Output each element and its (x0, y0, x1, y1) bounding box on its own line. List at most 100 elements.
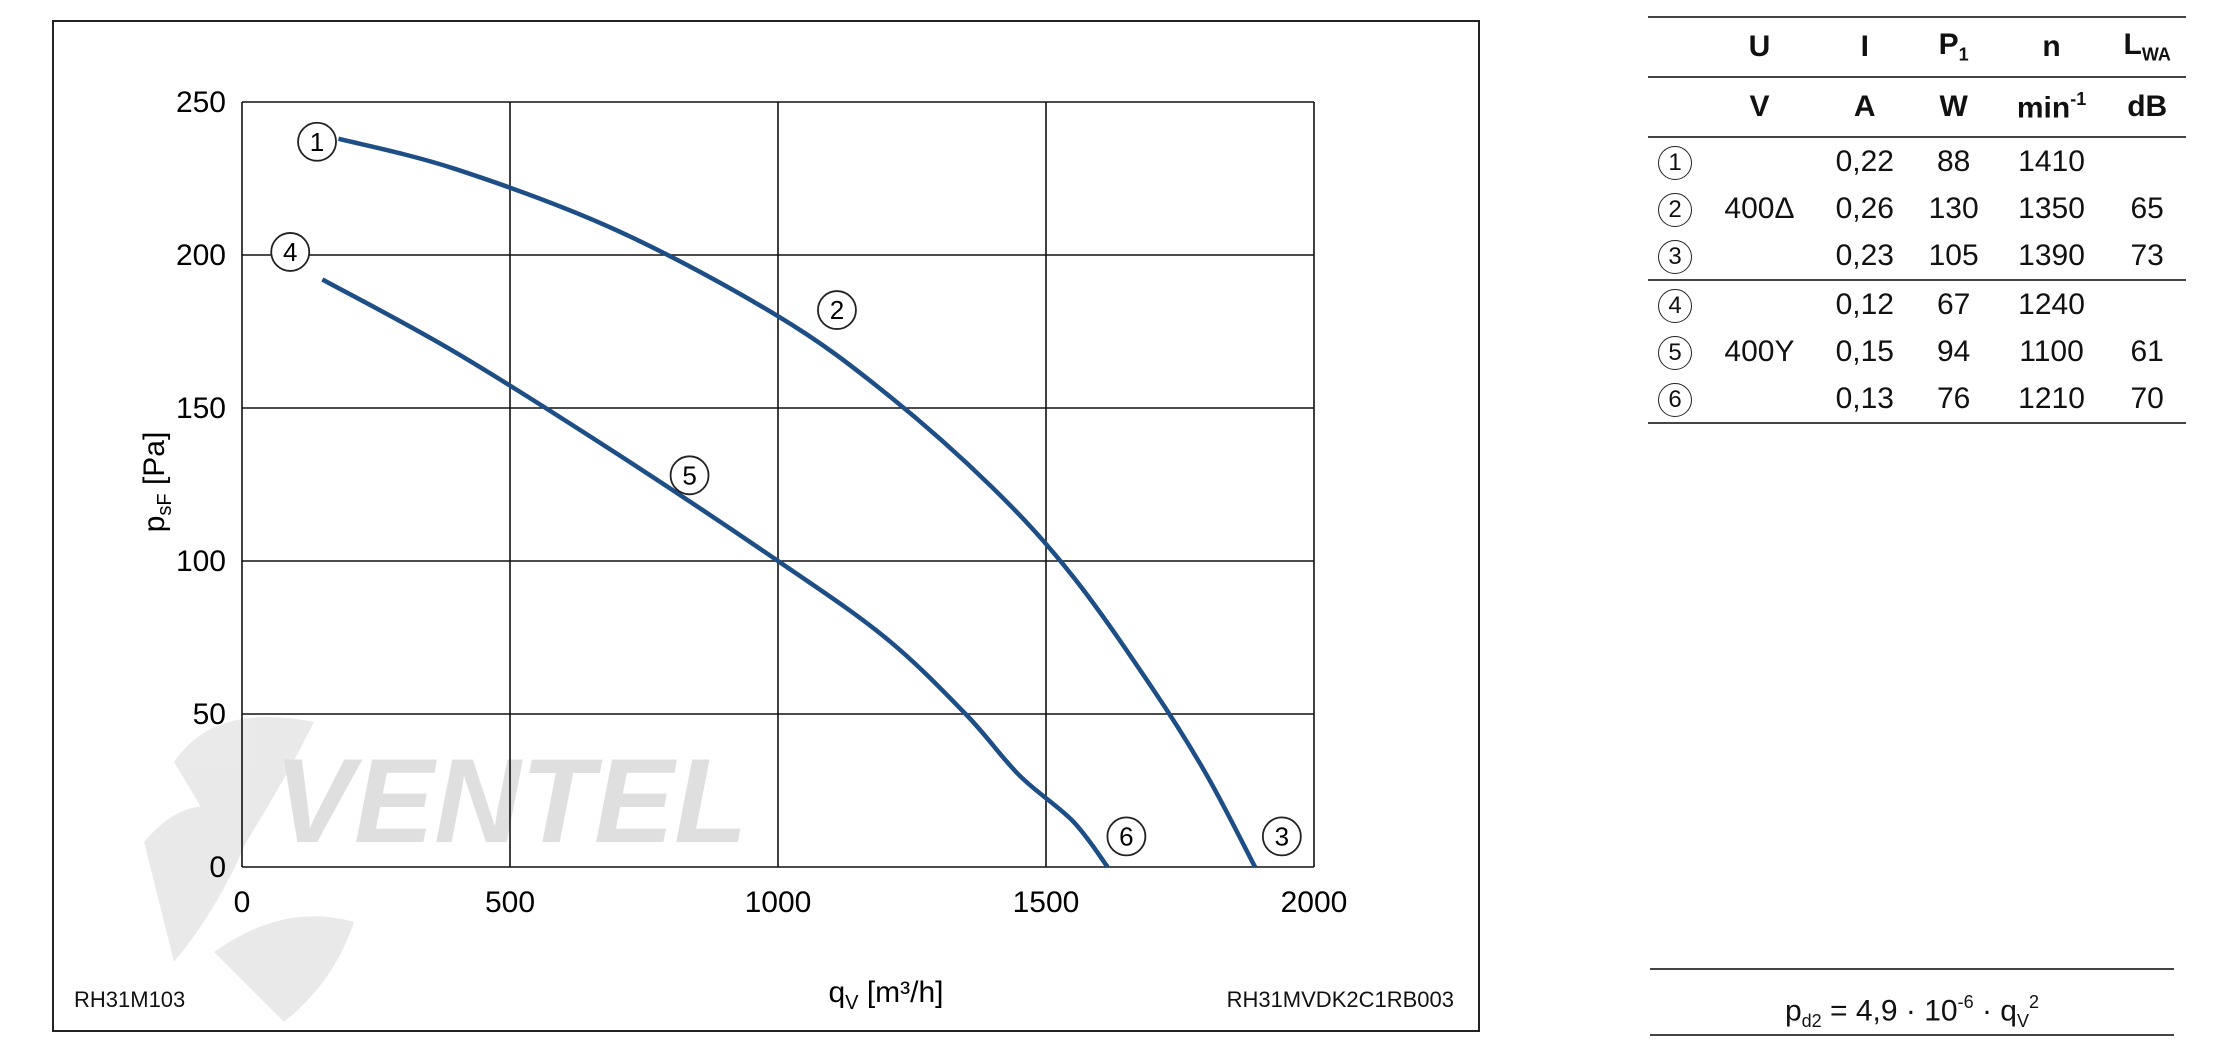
curve-marker-circle (817, 290, 857, 330)
fan-blade-shape (174, 717, 314, 862)
pressure-flow-chart: VENTEL 0 500 1000 1500 2000 0 50 100 150 200 250 1… (138, 86, 1347, 1022)
table-cell-u: 400Δ (1724, 191, 1795, 225)
series-line (321, 277, 1110, 869)
table-cell-p: 67 (1936, 287, 1971, 321)
table-header-symbol: n (1994, 16, 2109, 78)
table-header-symbol: P1 (1912, 16, 1995, 78)
chart-code-left: RH31M103 (74, 987, 186, 1012)
row-marker-cell: 3 (1648, 232, 1702, 281)
table-cell-n: 1410 (2018, 144, 2085, 178)
y-tick-label: 100 (176, 545, 226, 578)
table-row: 6 0,13 76 1210 70 (1648, 375, 2186, 424)
header-subscript: WA (2141, 44, 2171, 65)
table-header-unit: min-1 (1994, 77, 2109, 138)
table-cell-u (1702, 280, 1817, 328)
table-header-unit: V (1702, 77, 1817, 138)
table-cell-i: 0,23 (1816, 232, 1913, 281)
x-axis-label: qV [m³/h] (828, 976, 943, 1014)
curve-marker-label: 1 (310, 127, 324, 157)
row-marker-cell: 2 (1648, 185, 1702, 232)
table-cell-lwa: 70 (2108, 375, 2186, 424)
table-cell-u: 400Y (1724, 334, 1795, 368)
fan-blade-shape (214, 916, 354, 1022)
y-tick-label: 150 (176, 392, 226, 425)
table-cell-n: 1240 (2018, 287, 2085, 321)
chart-frame: VENTEL 0 500 1000 1500 2000 0 50 100 150 200 250 1… (52, 20, 1480, 1032)
row-marker: 6 (1658, 382, 1692, 417)
table-cell-p: 76 (1912, 375, 1995, 424)
row-marker-cell: 4 (1648, 280, 1702, 328)
table-header-symbols: U I P1 n LWA (1648, 16, 2186, 78)
y-tick-label: 0 (209, 851, 226, 884)
dynamic-pressure-formula: pd2 = 4,9 · 10-6 · qV2 (1650, 968, 2174, 1036)
header-superscript: -1 (2070, 88, 2087, 109)
table-cell-i: 0,15 (1835, 334, 1894, 368)
table-row: 2 400Δ 0,26 130 1350 65 (1648, 185, 2186, 232)
table-cell-p: 94 (1936, 334, 1971, 368)
table-row: 4 0,12 67 1240 (1648, 280, 2186, 328)
table-cell-p: 130 (1928, 191, 1979, 225)
table-cell-p: 88 (1936, 144, 1971, 178)
header-subscript: 1 (1958, 44, 1969, 65)
table-body: 1 0,22 88 1410 2 400Δ 0,26 130 1350 65 3 0,23 105 139… (1648, 137, 2186, 424)
curve-marker-label: 2 (830, 295, 844, 325)
table-cell-u (1702, 375, 1817, 424)
x-tick-label: 1500 (1013, 886, 1080, 919)
curve-marker-circle (270, 232, 311, 272)
table-cell-lwa: 73 (2108, 232, 2186, 281)
chart-series (321, 136, 1258, 869)
row-marker: 3 (1658, 239, 1692, 274)
header-marker-column (1648, 16, 1702, 78)
curve-marker-label: 4 (283, 237, 297, 267)
table-row: 3 0,23 105 1390 73 (1648, 232, 2186, 281)
table-cell-u (1702, 137, 1817, 185)
table-cell-i: 0,12 (1835, 287, 1894, 321)
curve-marker-label: 3 (1275, 821, 1289, 851)
curve-marker-circle (669, 455, 710, 496)
table-row: 5 400Y 0,15 94 1100 61 (1648, 328, 2186, 375)
row-marker-cell: 1 (1648, 137, 1702, 185)
series-line (337, 136, 1258, 869)
curve-marker-label: 6 (1119, 821, 1133, 851)
row-marker-cell: 6 (1648, 375, 1702, 424)
x-tick-label: 1000 (745, 886, 812, 919)
header-marker-column (1648, 77, 1702, 138)
curve-marker-circle (297, 121, 337, 162)
y-tick-label: 200 (176, 239, 226, 272)
axis-ticks: 0 500 1000 1500 2000 0 50 100 150 200 250 (176, 86, 1347, 919)
row-marker: 4 (1658, 288, 1692, 323)
curve-marker-circle (1106, 816, 1147, 857)
y-axis-label: psF [Pa] (138, 432, 176, 533)
table-cell-lwa (2108, 280, 2186, 328)
curve-marker-circle (1261, 816, 1302, 857)
table-row: 1 0,22 88 1410 (1648, 137, 2186, 185)
table-header-symbol: LWA (2108, 16, 2186, 78)
table-cell-i: 0,26 (1835, 191, 1894, 225)
table-cell-lwa: 65 (2130, 191, 2164, 225)
table-cell-u (1702, 232, 1817, 281)
table-cell-n: 1210 (1994, 375, 2109, 424)
fan-blade-shape (144, 806, 254, 962)
row-marker: 2 (1658, 192, 1692, 227)
table-header-symbol: U (1702, 16, 1817, 78)
row-marker: 5 (1658, 335, 1692, 370)
curve-marker-label: 5 (682, 460, 696, 490)
x-tick-label: 500 (485, 886, 535, 919)
table-header-symbol: I (1816, 16, 1913, 78)
table-cell-lwa (2108, 137, 2186, 185)
y-tick-label: 250 (176, 86, 226, 119)
watermark-logo: VENTEL (144, 717, 747, 1022)
table-header-unit: A (1816, 77, 1913, 138)
table-cell-n: 1100 (2019, 334, 2084, 368)
row-marker: 1 (1658, 145, 1692, 180)
chart-code-right: RH31MVDK2C1RB003 (1226, 987, 1454, 1012)
x-tick-label: 2000 (1281, 886, 1348, 919)
table-cell-lwa: 61 (2130, 334, 2164, 368)
table-cell-i: 0,22 (1835, 144, 1894, 178)
table-cell-n: 1390 (1994, 232, 2109, 281)
row-marker-cell: 5 (1648, 328, 1702, 375)
curve-markers: 1 2 3 4 5 6 (270, 121, 1302, 857)
table-header-unit: dB (2108, 77, 2186, 138)
